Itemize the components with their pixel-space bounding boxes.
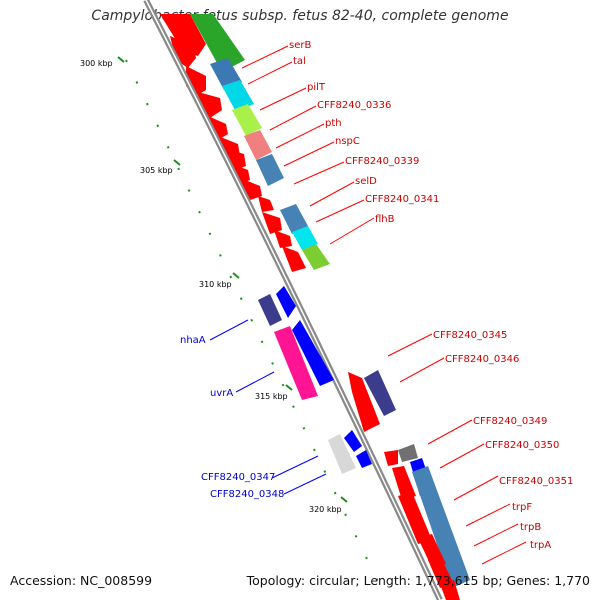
- gene-label-flhB[interactable]: flhB: [375, 214, 395, 225]
- gene-label-cff8240-0345[interactable]: CFF8240_0345: [433, 330, 507, 341]
- gene-label-tal[interactable]: tal: [293, 56, 306, 67]
- gene-label-trpF[interactable]: trpF: [512, 502, 532, 513]
- gene-label-nhaA[interactable]: nhaA: [180, 335, 206, 346]
- gene-label-trpB[interactable]: trpB: [520, 522, 541, 533]
- gene-label-trpA[interactable]: trpA: [530, 540, 551, 551]
- reverse-cds-band: [258, 286, 396, 474]
- tick-label-320: 320 kbp: [309, 505, 342, 514]
- gene-label-cff8240-0341[interactable]: CFF8240_0341: [365, 194, 439, 205]
- gene-label-cff8240-0351[interactable]: CFF8240_0351: [499, 476, 573, 487]
- gene-label-cff8240-0349[interactable]: CFF8240_0349: [473, 416, 547, 427]
- accession-text: Accession: NC_008599: [10, 573, 153, 588]
- tick-label-315: 315 kbp: [255, 392, 288, 401]
- gene-label-cff8240-0339[interactable]: CFF8240_0339: [345, 156, 419, 167]
- gene-label-cff8240-0347[interactable]: CFF8240_0347: [201, 472, 275, 483]
- gene-label-serB[interactable]: serB: [289, 40, 311, 51]
- tick-label-300: 300 kbp: [80, 59, 113, 68]
- genome-summary-text: Topology: circular; Length: 1,773,615 bp…: [246, 573, 590, 588]
- forward-cds-band: [160, 14, 460, 600]
- scale-tick-320: [340, 496, 348, 503]
- gene-label-pth[interactable]: pth: [325, 118, 342, 129]
- gene-label-cff8240-0350[interactable]: CFF8240_0350: [485, 440, 559, 451]
- gene-label-pilT[interactable]: pilT: [307, 82, 326, 93]
- forward-feature-band: [190, 14, 470, 588]
- tick-label-305: 305 kbp: [140, 166, 173, 175]
- reverse-label-group: nhaA uvrA CFF8240_0347 CFF8240_0348: [180, 319, 327, 500]
- gene-label-cff8240-0336[interactable]: CFF8240_0336: [317, 100, 391, 111]
- tick-label-310: 310 kbp: [199, 280, 232, 289]
- scale-tick-315: [285, 384, 293, 391]
- genome-backbone: [143, 0, 443, 600]
- gene-label-cff8240-0348[interactable]: CFF8240_0348: [210, 489, 284, 500]
- forward-label-group: serB tal pilT CFF8240_0336 pth nspC CFF8…: [241, 40, 573, 565]
- scale-tick-310: [232, 272, 240, 279]
- scale-ring: [117, 56, 383, 591]
- scale-tick-300: [117, 56, 125, 63]
- scale-tick-305: [173, 159, 181, 166]
- gene-label-uvrA[interactable]: uvrA: [210, 388, 233, 399]
- gene-label-selD[interactable]: selD: [355, 176, 377, 187]
- gene-label-nspC[interactable]: nspC: [335, 136, 360, 147]
- gene-label-cff8240-0346[interactable]: CFF8240_0346: [445, 354, 519, 365]
